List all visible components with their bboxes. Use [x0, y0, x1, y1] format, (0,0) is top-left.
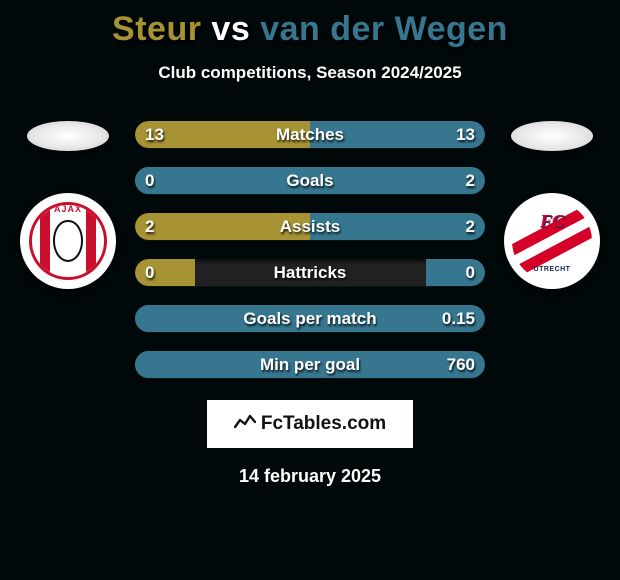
stat-value-right: 0.15: [442, 305, 475, 332]
stat-value-right: 760: [447, 351, 475, 378]
stat-row: 0 Goals 2: [135, 167, 485, 194]
attribution-box: FcTables.com: [207, 400, 413, 448]
stat-row: Min per goal 760: [135, 351, 485, 378]
stat-value-right: 13: [456, 121, 475, 148]
player2-club-badge: FC UTRECHT: [504, 193, 600, 289]
player1-column: AJAX: [20, 121, 116, 289]
attribution-text: FcTables.com: [261, 413, 386, 435]
page-title: Steur vs van der Wegen: [0, 0, 620, 49]
player1-club-badge: AJAX: [20, 193, 116, 289]
vs-text: vs: [211, 10, 250, 48]
date-text: 14 february 2025: [0, 466, 620, 487]
stat-value-right: 2: [466, 213, 475, 240]
chart-icon: [234, 413, 256, 436]
stat-row: 0 Hattricks 0: [135, 259, 485, 286]
player2-column: FC UTRECHT: [504, 121, 600, 289]
stat-value-right: 0: [466, 259, 475, 286]
comparison-content: AJAX 13 Matches 13 0 Goals 2 2 Ass: [0, 121, 620, 378]
stat-row: 2 Assists 2: [135, 213, 485, 240]
player1-name: Steur: [112, 10, 201, 48]
ajax-crest-icon: AJAX: [29, 202, 107, 280]
stats-bars: 13 Matches 13 0 Goals 2 2 Assists 2 0 Ha…: [135, 121, 485, 378]
subtitle: Club competitions, Season 2024/2025: [0, 63, 620, 83]
stat-label: Matches: [135, 121, 485, 148]
player1-avatar-placeholder: [27, 121, 109, 151]
player2-avatar-placeholder: [511, 121, 593, 151]
stat-label: Min per goal: [135, 351, 485, 378]
stat-value-right: 2: [466, 167, 475, 194]
stat-label: Goals: [135, 167, 485, 194]
stat-row: Goals per match 0.15: [135, 305, 485, 332]
stat-label: Hattricks: [135, 259, 485, 286]
player2-name: van der Wegen: [260, 10, 508, 48]
stat-label: Assists: [135, 213, 485, 240]
stat-row: 13 Matches 13: [135, 121, 485, 148]
utrecht-crest-icon: FC UTRECHT: [512, 201, 592, 281]
stat-label: Goals per match: [135, 305, 485, 332]
